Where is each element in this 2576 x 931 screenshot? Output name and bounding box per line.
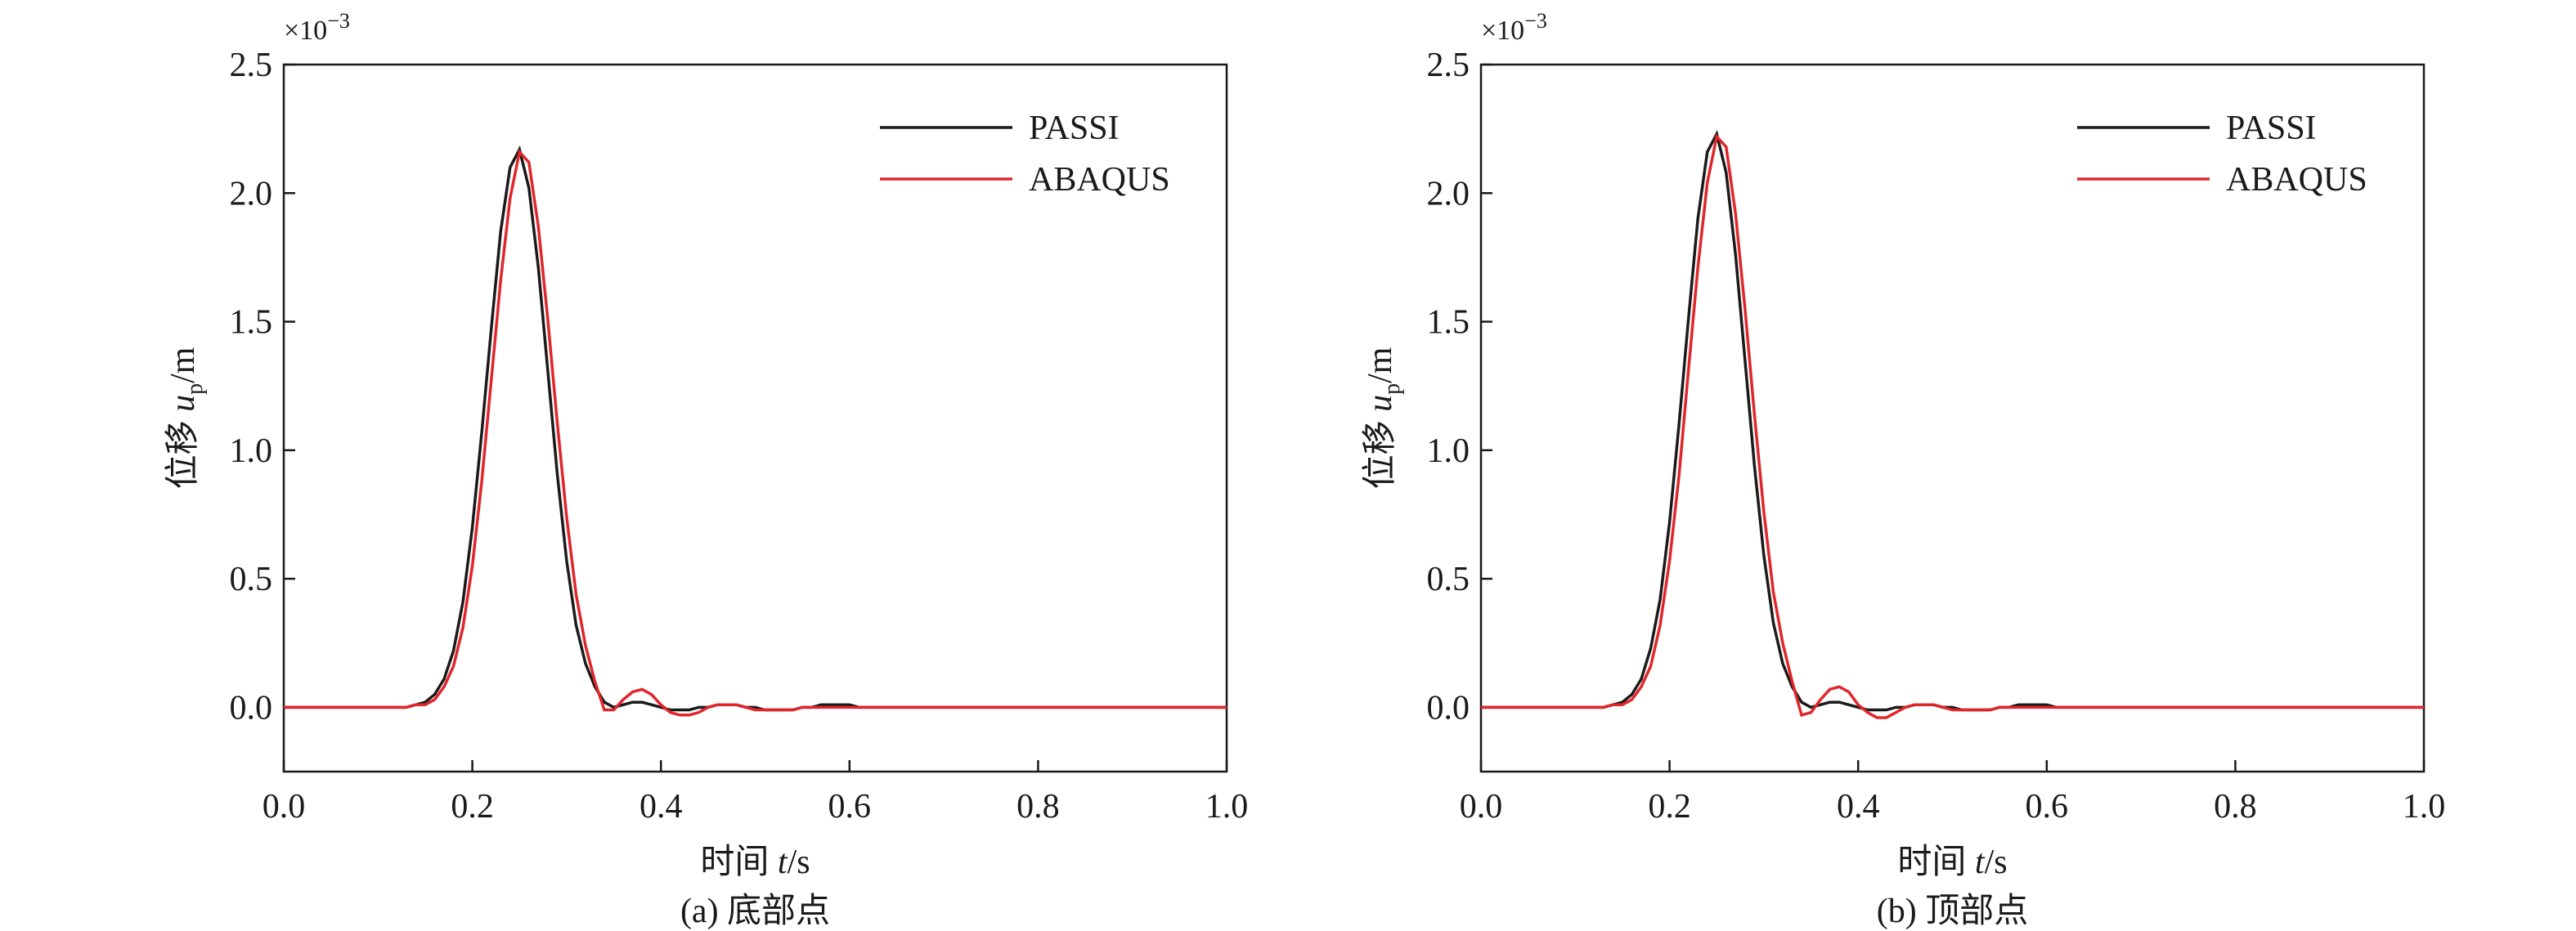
y-label-unit: /m [1362, 347, 1399, 383]
x-label-prefix: 时间 [1897, 844, 1975, 881]
x-tick-label: 0.6 [828, 788, 872, 826]
x-tick-label: 0.8 [1016, 788, 1060, 826]
y-label-var: u [1362, 395, 1399, 412]
x-label-var: t [1975, 844, 1986, 881]
series-line [1481, 130, 2424, 712]
legend-label: PASSI [1029, 110, 1120, 147]
y-tick-label: 1.5 [230, 304, 273, 342]
legend-label: PASSI [2226, 110, 2317, 147]
plot-frame [1479, 63, 2426, 773]
y-tick-label: 1.0 [1427, 432, 1470, 470]
x-tick-label: 0.0 [1460, 788, 1503, 826]
x-tick-label: 0.0 [263, 788, 306, 826]
y-label-unit: /m [164, 347, 202, 383]
multiplier-exponent: −3 [327, 9, 350, 33]
plot-frame [282, 63, 1228, 773]
x-tick-label: 0.2 [451, 788, 494, 826]
x-tick-label: 0.4 [640, 788, 683, 826]
multiplier-base: ×10 [284, 16, 327, 46]
y-label-var: u [164, 395, 202, 412]
series-line [1481, 133, 2424, 719]
x-label-var: t [778, 844, 788, 881]
y-tick-label: 2.0 [1427, 175, 1470, 213]
x-tick-label: 0.2 [1648, 788, 1691, 826]
y-tick-label: 0.0 [1427, 689, 1470, 727]
y-tick-label: 2.5 [1427, 47, 1470, 84]
y-tick-label: 0.0 [230, 689, 273, 727]
multiplier-base: ×10 [1481, 16, 1524, 46]
x-label-prefix: 时间 [700, 844, 778, 881]
y-tick-label: 2.5 [230, 47, 273, 84]
x-label-unit: /s [788, 844, 810, 881]
multiplier-exponent: −3 [1524, 9, 1547, 33]
y-label-prefix: 位移 [164, 412, 202, 490]
axis-multiplier: ×10−3 [1481, 9, 1547, 46]
x-axis-label: 时间 t/s [700, 844, 810, 881]
y-tick-label: 2.0 [230, 175, 273, 213]
y-label-sub: p [1380, 383, 1405, 395]
legend-label: ABAQUS [1029, 161, 1170, 199]
x-tick-label: 0.8 [2214, 788, 2257, 826]
y-axis-label: 位移 up/m [1361, 347, 1405, 489]
x-tick-label: 1.0 [1205, 788, 1249, 826]
axis-multiplier: ×10−3 [284, 9, 350, 46]
y-label-prefix: 位移 [1361, 412, 1399, 490]
x-tick-label: 0.6 [2026, 788, 2069, 826]
x-tick-label: 1.0 [2403, 788, 2446, 826]
chart: 0.0 0.5 1.0 1.5 2.0 2.5 0.0 0.2 0.4 0.6 0.8 1.0 ×10−… [1361, 9, 2445, 930]
y-tick-label: 1.5 [1427, 304, 1470, 342]
y-tick-label: 1.0 [230, 432, 273, 470]
series-line [284, 149, 1227, 717]
x-tick-label: 0.4 [1837, 788, 1880, 826]
chart: 0.0 0.5 1.0 1.5 2.0 2.5 0.0 0.2 0.4 0.6 0.8 1.0 ×10−… [164, 9, 1248, 930]
legend-label: ABAQUS [2226, 161, 2367, 199]
y-label-sub: p [182, 383, 208, 395]
y-tick-label: 0.5 [1427, 561, 1470, 598]
y-axis-label: 位移 up/m [164, 347, 208, 489]
x-label-unit: /s [1985, 844, 2008, 881]
y-tick-label: 0.5 [230, 561, 273, 598]
x-axis-label: 时间 t/s [1897, 844, 2007, 881]
series-line [284, 145, 1227, 712]
caption: (b) 顶部点 [1877, 893, 2028, 930]
caption: (a) 底部点 [680, 893, 830, 930]
